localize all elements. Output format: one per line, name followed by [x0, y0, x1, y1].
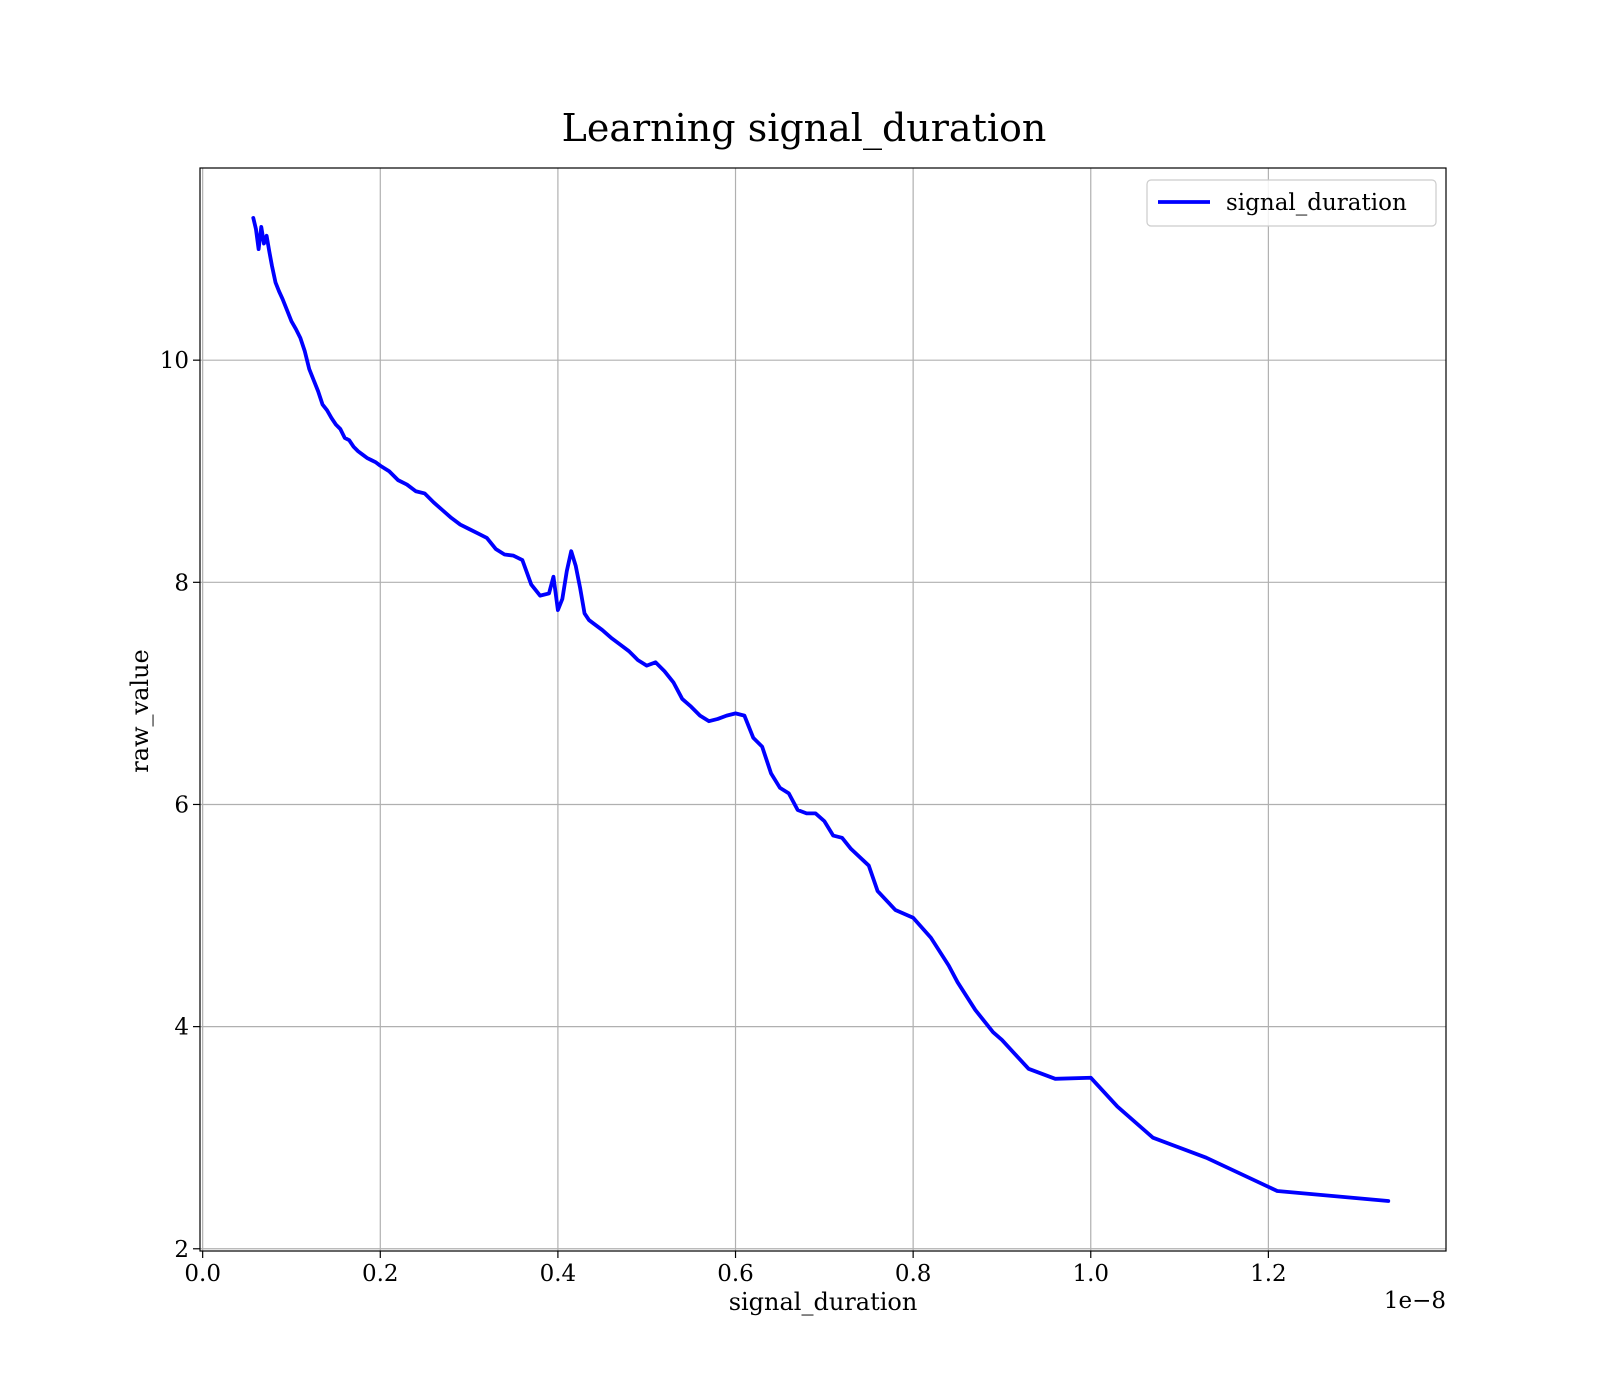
legend: signal_duration: [1146, 179, 1437, 227]
y-tick-label: 10: [160, 348, 189, 374]
x-tick-label: 1.2: [1250, 1261, 1287, 1287]
x-axis-offset-label: 1e−8: [1384, 1288, 1446, 1314]
axis-ticks: 0.0 0.2 0.4 0.6 0.8 1.0 1.2 2 4 6 8 10: [160, 348, 1287, 1287]
x-axis-label: signal_duration: [729, 1288, 918, 1316]
x-tick-label: 0.4: [540, 1261, 577, 1287]
y-tick-label: 6: [174, 792, 189, 818]
grid-lines: [200, 168, 1446, 1251]
series-line-signal-duration: [251, 216, 1391, 1203]
y-axis-label: raw_value: [126, 649, 154, 773]
legend-box: [1146, 179, 1437, 227]
legend-label-signal-duration: signal_duration: [1226, 190, 1407, 216]
x-tick-label: 0.8: [895, 1261, 932, 1287]
x-tick-label: 0.2: [362, 1261, 399, 1287]
y-tick-label: 2: [174, 1237, 189, 1263]
x-tick-label: 1.0: [1072, 1261, 1109, 1287]
y-tick-label: 4: [174, 1015, 189, 1041]
y-tick-label: 8: [174, 570, 189, 596]
x-tick-label: 0.0: [184, 1261, 221, 1287]
x-tick-label: 0.6: [717, 1261, 754, 1287]
plot-area-frame: [199, 167, 1447, 1252]
chart-title: Learning signal_duration: [562, 106, 1047, 151]
